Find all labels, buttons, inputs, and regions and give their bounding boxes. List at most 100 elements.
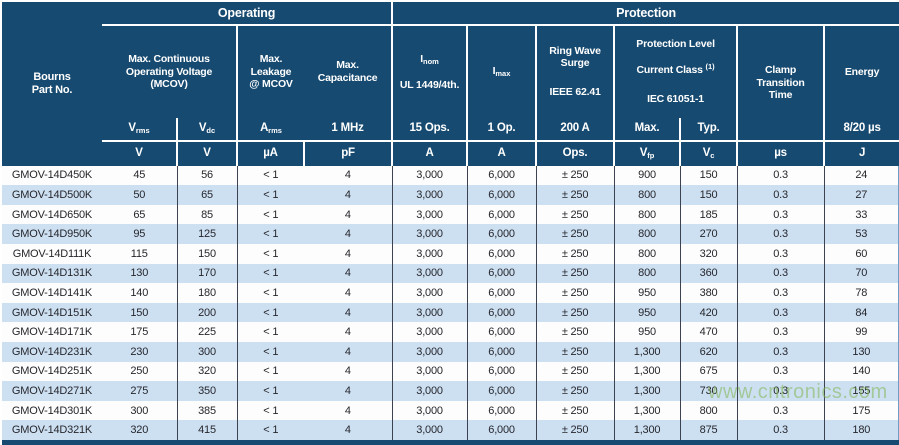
col-header-energy: Energy — [823, 25, 899, 118]
cell-clamp-time: 0.3 — [736, 381, 825, 401]
cell-energy: 130 — [823, 341, 899, 362]
cell-imax: 6,000 — [466, 381, 537, 401]
cell-max-capacitance: 4 — [304, 244, 393, 264]
cell-max-leakage: < 1 — [236, 302, 304, 323]
cell-vrms: 250 — [102, 361, 177, 382]
cell-max-leakage: < 1 — [236, 322, 304, 342]
ring-wave-title: Ring Wave Surge — [549, 45, 601, 70]
cell-max-leakage: < 1 — [236, 381, 304, 401]
cell-ring-wave: ± 250 — [535, 400, 615, 421]
unit-arms: µA — [236, 140, 304, 166]
sub-header-max: Max. — [613, 117, 681, 142]
cell-vfp: 800 — [613, 185, 681, 205]
cell-vrms: 150 — [102, 302, 177, 323]
cell-vc: 150 — [679, 185, 738, 205]
cell-ring-wave: ± 250 — [535, 185, 615, 205]
cell-max-capacitance: 4 — [304, 165, 393, 186]
table-body: GMOV-14D450K 45 56 < 1 4 3,000 6,000 ± 2… — [2, 165, 899, 440]
cell-imax: 6,000 — [466, 185, 537, 205]
cell-clamp-time: 0.3 — [736, 302, 825, 323]
cell-max-capacitance: 4 — [304, 263, 393, 284]
cell-vfp: 900 — [613, 165, 681, 186]
cell-vrms: 175 — [102, 322, 177, 342]
unit-ops: Ops. — [535, 140, 615, 166]
cell-vrms: 45 — [102, 165, 177, 186]
cell-part-no: GMOV-14D500K — [2, 185, 102, 205]
cell-inom: 3,000 — [391, 263, 468, 284]
cell-part-no: GMOV-14D321K — [2, 420, 102, 440]
cell-vc: 360 — [679, 263, 738, 284]
cell-vdc: 200 — [176, 302, 237, 323]
cell-vfp: 1,300 — [613, 420, 681, 440]
sub-header-8-20us: 8/20 µs — [823, 117, 899, 142]
table-row: GMOV-14D131K 130 170 < 1 4 3,000 6,000 ±… — [2, 263, 899, 284]
cell-clamp-time: 0.3 — [736, 263, 825, 284]
unit-imax-a: A — [466, 140, 537, 166]
table-row: GMOV-14D111K 115 150 < 1 4 3,000 6,000 ±… — [2, 244, 899, 264]
cell-max-capacitance: 4 — [304, 420, 393, 440]
cell-vfp: 800 — [613, 244, 681, 264]
cell-clamp-time: 0.3 — [736, 361, 825, 382]
cell-inom: 3,000 — [391, 302, 468, 323]
cell-ring-wave: ± 250 — [535, 322, 615, 342]
cell-vc: 470 — [679, 322, 738, 342]
cell-imax: 6,000 — [466, 302, 537, 323]
cell-clamp-time: 0.3 — [736, 224, 825, 244]
cell-ring-wave: ± 250 — [535, 361, 615, 382]
cell-vc: 675 — [679, 361, 738, 382]
cell-vc: 420 — [679, 302, 738, 323]
cell-max-leakage: < 1 — [236, 224, 304, 244]
protection-level-standard: IEC 61051-1 — [647, 92, 704, 105]
cell-vc: 270 — [679, 224, 738, 244]
col-header-mcov: Max. Continuous Operating Voltage (MCOV) — [102, 25, 237, 118]
cell-max-leakage: < 1 — [236, 283, 304, 303]
header-units-row: V V µA pF A A Ops. Vfp Vc µs J — [2, 140, 899, 166]
col-header-clamp-transition: Clamp Transition Time — [736, 25, 825, 142]
cell-clamp-time: 0.3 — [736, 283, 825, 303]
table-header: Bourns Part No. Operating Protection Max… — [2, 2, 899, 166]
cell-vfp: 950 — [613, 322, 681, 342]
cell-vrms: 130 — [102, 263, 177, 284]
cell-ring-wave: ± 250 — [535, 165, 615, 186]
sub-header-typ: Typ. — [679, 117, 738, 142]
cell-imax: 6,000 — [466, 263, 537, 284]
header-name-row: Max. Continuous Operating Voltage (MCOV)… — [2, 25, 899, 142]
cell-vfp: 1,300 — [613, 361, 681, 382]
cell-inom: 3,000 — [391, 244, 468, 264]
cell-vdc: 56 — [176, 165, 237, 186]
cell-vdc: 320 — [176, 361, 237, 382]
cell-vc: 620 — [679, 341, 738, 362]
cell-max-leakage: < 1 — [236, 165, 304, 186]
cell-clamp-time: 0.3 — [736, 185, 825, 205]
cell-vc: 730 — [679, 381, 738, 401]
cell-part-no: GMOV-14D251K — [2, 361, 102, 382]
cell-inom: 3,000 — [391, 341, 468, 362]
col-header-imax: Imax — [466, 25, 537, 118]
cell-max-capacitance: 4 — [304, 302, 393, 323]
cell-vdc: 65 — [176, 185, 237, 205]
cell-vdc: 350 — [176, 381, 237, 401]
cell-inom: 3,000 — [391, 400, 468, 421]
table-row: GMOV-14D141K 140 180 < 1 4 3,000 6,000 ±… — [2, 283, 899, 303]
cell-ring-wave: ± 250 — [535, 224, 615, 244]
cell-clamp-time: 0.3 — [736, 204, 825, 225]
cell-part-no: GMOV-14D131K — [2, 263, 102, 284]
table-row: GMOV-14D271K 275 350 < 1 4 3,000 6,000 ±… — [2, 381, 899, 401]
col-header-inom: Inom UL 1449/4th. — [391, 25, 468, 118]
cell-vdc: 300 — [176, 341, 237, 362]
cell-part-no: GMOV-14D450K — [2, 165, 102, 186]
cell-vdc: 125 — [176, 224, 237, 244]
cell-max-capacitance: 4 — [304, 185, 393, 205]
cell-max-capacitance: 4 — [304, 341, 393, 362]
cell-inom: 3,000 — [391, 224, 468, 244]
cell-vrms: 115 — [102, 244, 177, 264]
cell-ring-wave: ± 250 — [535, 381, 615, 401]
cell-ring-wave: ± 250 — [535, 341, 615, 362]
cell-energy: 53 — [823, 224, 899, 244]
cell-vfp: 1,300 — [613, 400, 681, 421]
cell-ring-wave: ± 250 — [535, 244, 615, 264]
cell-imax: 6,000 — [466, 283, 537, 303]
sub-header-200a: 200 A — [535, 117, 615, 142]
cell-clamp-time: 0.3 — [736, 341, 825, 362]
